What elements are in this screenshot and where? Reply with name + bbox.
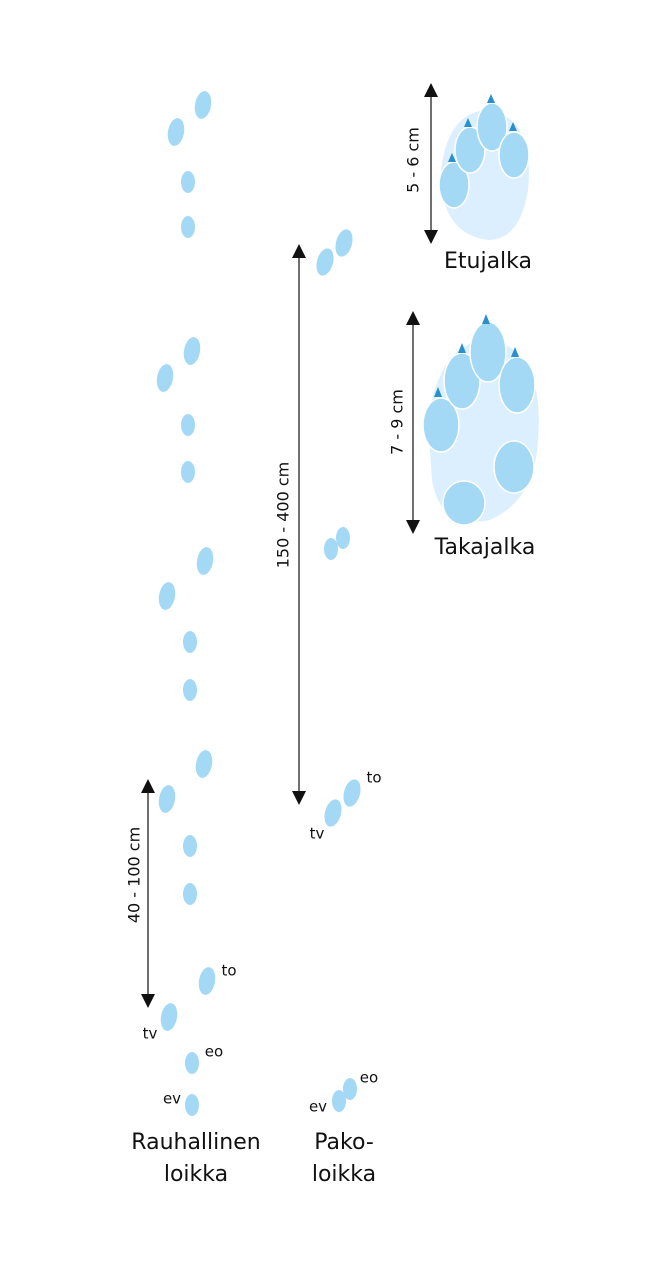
- gait-name: loikka: [312, 1162, 376, 1187]
- escape-distance: 150 - 400 cm: [274, 462, 293, 569]
- foot-label: to: [366, 769, 381, 787]
- foot-label: tv: [310, 825, 325, 843]
- front-paw-label: Etujalka: [444, 249, 532, 274]
- foot-label: tv: [143, 1025, 158, 1043]
- hind-paw: [422, 314, 539, 526]
- foot-label: ev: [309, 1098, 327, 1116]
- gait-name: loikka: [164, 1162, 228, 1187]
- calm-distance: 40 - 100 cm: [125, 827, 144, 923]
- gait-name: Rauhallinen: [131, 1130, 260, 1155]
- hind-paw-label: Takajalka: [434, 535, 536, 560]
- foot-label: eo: [360, 1069, 378, 1087]
- foot-label: to: [221, 962, 236, 980]
- escape-gait-tracks: [316, 229, 361, 1112]
- foot-label: eo: [205, 1043, 223, 1061]
- hind-paw-size: 7 - 9 cm: [388, 389, 407, 455]
- calm-gait-tracks: [156, 91, 216, 1116]
- foot-label: ev: [163, 1090, 181, 1108]
- front-paw: [438, 94, 530, 240]
- gait-name: Pako-: [314, 1130, 374, 1155]
- front-paw-size: 5 - 6 cm: [404, 127, 423, 193]
